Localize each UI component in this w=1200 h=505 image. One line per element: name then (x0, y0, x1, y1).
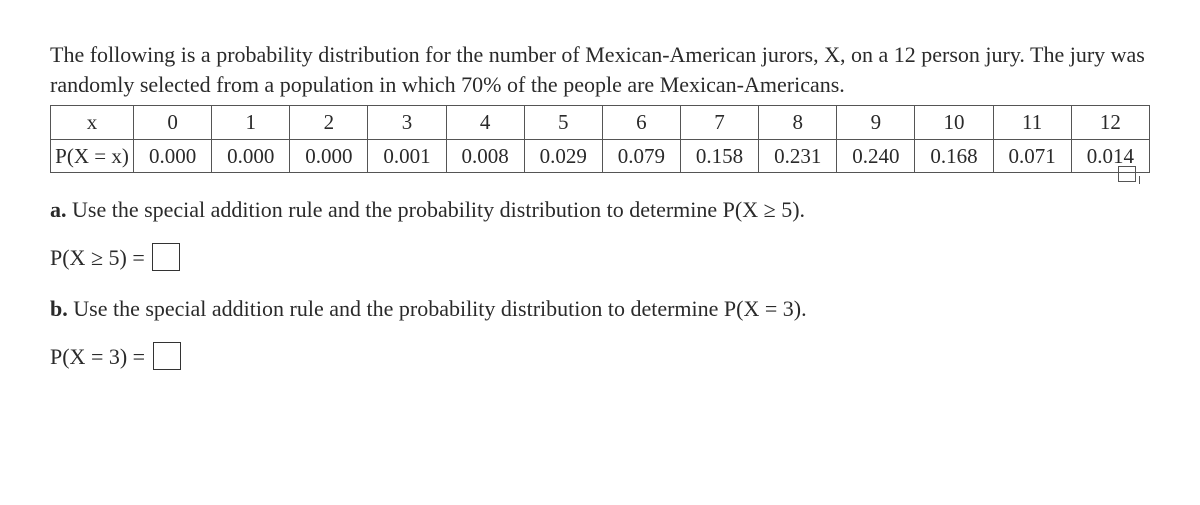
part-b-answer-prefix: P(X = 3) = (50, 344, 145, 369)
problem-intro: The following is a probability distribut… (50, 40, 1150, 99)
p-cell: 0.240 (837, 139, 915, 172)
p-cell: 0.071 (993, 139, 1071, 172)
probability-table: x 0 1 2 3 4 5 6 7 8 9 10 11 12 P(X = x) … (50, 105, 1150, 173)
row-header-x: x (51, 106, 134, 139)
x-cell: 0 (134, 106, 212, 139)
row-header-p: P(X = x) (51, 139, 134, 172)
part-a-label: a. (50, 197, 67, 222)
p-cell: 0.000 (290, 139, 368, 172)
part-b-answer: P(X = 3) = (50, 342, 1150, 372)
p-cell: 0.000 (212, 139, 290, 172)
fullscreen-icon[interactable] (1118, 166, 1136, 182)
x-cell: 11 (993, 106, 1071, 139)
part-a-answer-prefix: P(X ≥ 5) = (50, 245, 145, 270)
part-a: a. Use the special addition rule and the… (50, 195, 1150, 225)
x-cell: 6 (602, 106, 680, 139)
part-a-text: Use the special addition rule and the pr… (72, 197, 805, 222)
p-cell: 0.029 (524, 139, 602, 172)
answer-input-b[interactable] (153, 342, 181, 370)
x-cell: 9 (837, 106, 915, 139)
x-cell: 7 (680, 106, 758, 139)
x-cell: 8 (759, 106, 837, 139)
p-cell: 0.079 (602, 139, 680, 172)
part-a-answer: P(X ≥ 5) = (50, 243, 1150, 273)
table-row: x 0 1 2 3 4 5 6 7 8 9 10 11 12 (51, 106, 1150, 139)
part-b-text: Use the special addition rule and the pr… (73, 296, 806, 321)
p-cell: 0.231 (759, 139, 837, 172)
p-cell: 0.008 (446, 139, 524, 172)
x-cell: 10 (915, 106, 993, 139)
answer-input-a[interactable] (152, 243, 180, 271)
p-cell: 0.168 (915, 139, 993, 172)
x-cell: 4 (446, 106, 524, 139)
part-b-label: b. (50, 296, 68, 321)
x-cell: 1 (212, 106, 290, 139)
x-cell: 12 (1071, 106, 1149, 139)
p-cell: 0.014 (1071, 139, 1149, 172)
x-cell: 5 (524, 106, 602, 139)
part-b: b. Use the special addition rule and the… (50, 294, 1150, 324)
p-cell: 0.001 (368, 139, 446, 172)
x-cell: 2 (290, 106, 368, 139)
p-cell: 0.158 (680, 139, 758, 172)
p-cell: 0.000 (134, 139, 212, 172)
x-cell: 3 (368, 106, 446, 139)
table-row: P(X = x) 0.000 0.000 0.000 0.001 0.008 0… (51, 139, 1150, 172)
